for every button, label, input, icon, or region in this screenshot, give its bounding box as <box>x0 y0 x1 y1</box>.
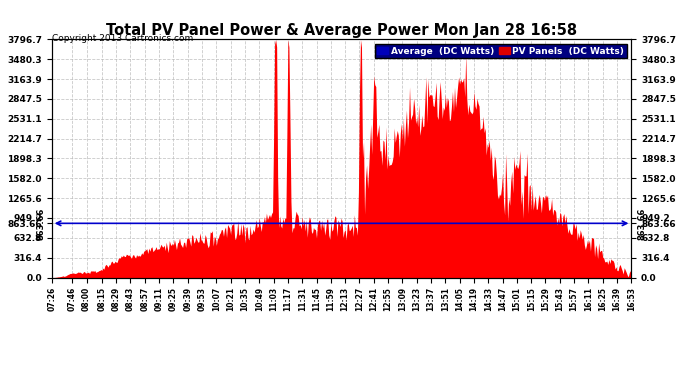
Text: Copyright 2013 Cartronics.com: Copyright 2013 Cartronics.com <box>52 34 193 43</box>
Legend: Average  (DC Watts), PV Panels  (DC Watts): Average (DC Watts), PV Panels (DC Watts) <box>375 44 627 58</box>
Title: Total PV Panel Power & Average Power Mon Jan 28 16:58: Total PV Panel Power & Average Power Mon… <box>106 23 577 38</box>
Text: 863.66: 863.66 <box>37 207 46 240</box>
Text: 863.66: 863.66 <box>637 207 646 240</box>
